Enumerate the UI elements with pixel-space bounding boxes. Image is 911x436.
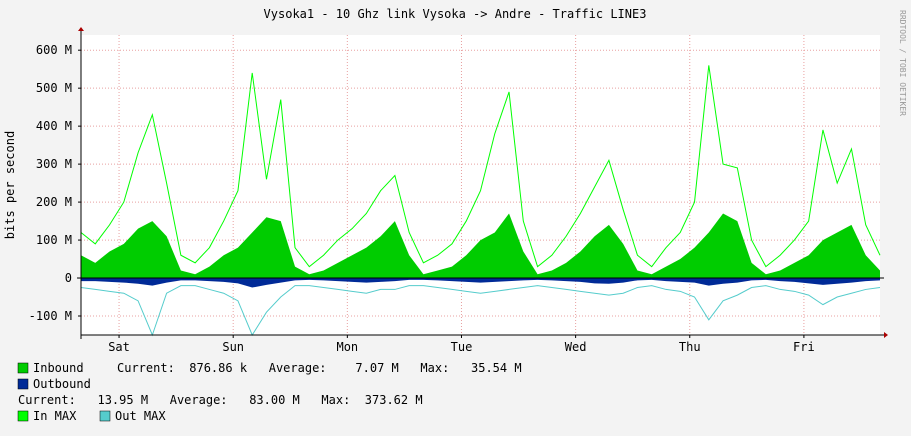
x-tick-label: Mon — [336, 340, 358, 354]
side-text: RRDTOOL / TOBI OETIKER — [898, 10, 907, 116]
plot-area — [81, 35, 880, 335]
x-tick-label: Sun — [222, 340, 244, 354]
y-tick-label: 600 M — [36, 43, 72, 57]
x-tick-label: Wed — [565, 340, 587, 354]
y-tick-label: -100 M — [29, 309, 72, 323]
legend-label: Out MAX — [115, 409, 166, 423]
x-axis-arrow — [884, 332, 888, 338]
legend-stats: Current: 13.95 M Average: 83.00 M Max: 3… — [18, 393, 423, 407]
line — [80, 65, 881, 268]
y-tick-label: 100 M — [36, 233, 72, 247]
x-tick-label: Tue — [451, 340, 473, 354]
legend-label: Inbound — [33, 361, 84, 375]
y-tick-label: 200 M — [36, 195, 72, 209]
x-tick-label: Thu — [679, 340, 701, 354]
legend-swatch — [17, 378, 29, 390]
legend-swatch — [17, 362, 29, 374]
y-tick-label: 0 — [65, 271, 72, 285]
legend-stats: Current: 876.86 k Average: 7.07 M Max: 3… — [117, 361, 522, 375]
y-axis-label: bits per second — [3, 131, 17, 239]
y-tick-label: 300 M — [36, 157, 72, 171]
area — [81, 278, 880, 288]
legend-swatch — [99, 410, 111, 422]
legend-swatch — [17, 410, 29, 422]
chart-title: Vysoka1 - 10 Ghz link Vysoka -> Andre - … — [264, 7, 647, 21]
y-tick-label: 500 M — [36, 81, 72, 95]
x-tick-label: Sat — [108, 340, 130, 354]
x-tick-label: Fri — [793, 340, 815, 354]
legend-label: Outbound — [33, 377, 91, 391]
y-axis-arrow — [78, 27, 84, 31]
area — [81, 213, 880, 279]
y-tick-label: 400 M — [36, 119, 72, 133]
legend-label: In MAX — [33, 409, 77, 423]
line — [80, 285, 881, 337]
